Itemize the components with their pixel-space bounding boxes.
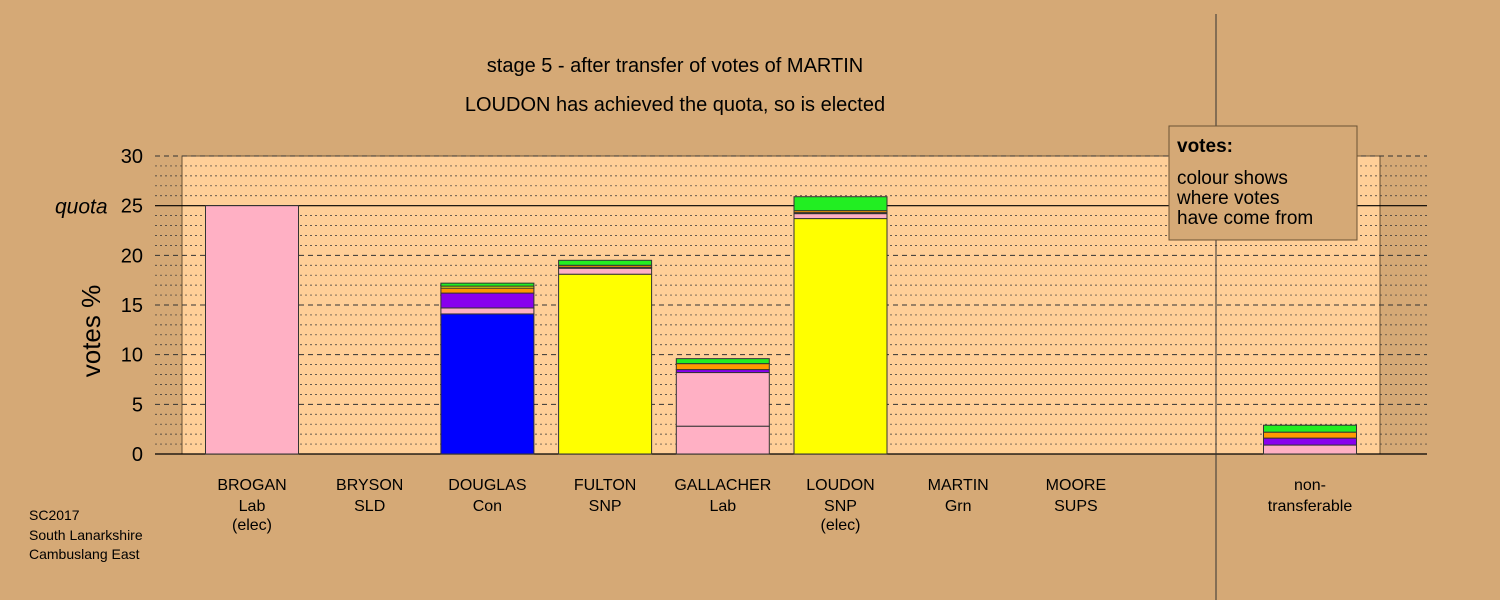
- candidate-status: (elec): [820, 517, 860, 534]
- legend-line-3: have come from: [1177, 208, 1313, 229]
- legend-title: votes:: [1177, 136, 1233, 157]
- chart-title: stage 5 - after transfer of votes of MAR…: [487, 55, 863, 77]
- candidate-name: MARTIN: [928, 477, 989, 494]
- candidate-party: Lab: [239, 498, 266, 515]
- candidate-party: SNP: [824, 498, 857, 515]
- y-axis: 0 5 10 15 20 25 30 quota: [55, 146, 143, 466]
- bar-segment-lab: [793, 213, 888, 220]
- bar-segment-sld: [440, 287, 535, 294]
- footer-council: South Lanarkshire: [29, 527, 143, 543]
- bar-segment-sld: [1263, 431, 1357, 439]
- bar-nontransferable: [1263, 424, 1357, 455]
- bar-segment-snp: [793, 218, 888, 455]
- y-tick-label: 5: [132, 394, 143, 416]
- candidate-name: BROGAN: [217, 477, 286, 494]
- candidate-name: BRYSON: [336, 477, 403, 494]
- quota-label: quota: [55, 196, 108, 219]
- candidate-name: DOUGLAS: [448, 477, 526, 494]
- footer-ward: Cambuslang East: [29, 546, 140, 562]
- candidate-name: FULTON: [574, 477, 637, 494]
- bar-segment-grn: [440, 282, 535, 287]
- candidate-name: GALLACHER: [674, 477, 771, 494]
- bar-segment-lab: [205, 205, 299, 455]
- candidate-name: LOUDON: [806, 477, 874, 494]
- y-tick-label: 25: [121, 196, 143, 218]
- bar-segment-lab: [675, 372, 770, 427]
- bar-segment-sld: [675, 363, 770, 371]
- chart-subtitle: LOUDON has achieved the quota, so is ele…: [465, 94, 885, 116]
- candidate-party: Grn: [945, 498, 972, 515]
- bar-segment-lab: [558, 267, 653, 275]
- bar-segment-sups: [1263, 437, 1357, 446]
- bar-segment-lab: [440, 307, 535, 315]
- candidate-party: SNP: [589, 498, 622, 515]
- bar-segment-grn: [1263, 424, 1357, 433]
- y-tick-label: 10: [121, 345, 143, 367]
- bar-gallacher: [675, 358, 770, 455]
- candidate-party: SUPS: [1054, 498, 1098, 515]
- bar-loudon: [793, 196, 888, 455]
- footer-election: SC2017: [29, 507, 80, 523]
- y-tick-label: 0: [132, 444, 143, 466]
- candidate-name: MOORE: [1046, 477, 1106, 494]
- bar-segment-lab: [675, 425, 770, 455]
- bar-segment-lab: [1263, 444, 1357, 455]
- bar-segment-grn: [558, 259, 653, 266]
- bar-brogan: [205, 205, 299, 455]
- bars: [205, 196, 1357, 455]
- candidate-party: Con: [473, 498, 502, 515]
- bar-segment-grn: [675, 358, 770, 365]
- candidate-party: Lab: [709, 498, 736, 515]
- bar-douglas: [440, 282, 535, 455]
- y-tick-label: 20: [121, 245, 143, 267]
- legend-line-1: colour shows: [1177, 168, 1288, 189]
- bar-segment-con: [440, 313, 535, 455]
- candidate-labels: BROGAN Lab (elec) BRYSON SLD DOUGLAS Con FULTON…: [217, 477, 1352, 534]
- candidate-party: SLD: [354, 498, 385, 515]
- candidate-status: (elec): [232, 517, 272, 534]
- bar-segment-snp: [558, 273, 653, 455]
- y-tick-label: 30: [121, 146, 143, 168]
- legend-frame: [1168, 125, 1358, 241]
- legend-line-2: where votes: [1176, 188, 1279, 209]
- bar-segment-grn: [793, 196, 888, 212]
- legend-box: votes: colour shows where votes have com…: [1168, 125, 1358, 241]
- bar-segment-sups: [440, 292, 535, 309]
- nontransferable-label-2: transferable: [1268, 498, 1353, 515]
- y-tick-label: 15: [121, 295, 143, 317]
- y-axis-title: votes %: [76, 285, 106, 378]
- bar-fulton: [558, 259, 653, 455]
- nontransferable-label-1: non-: [1294, 477, 1326, 494]
